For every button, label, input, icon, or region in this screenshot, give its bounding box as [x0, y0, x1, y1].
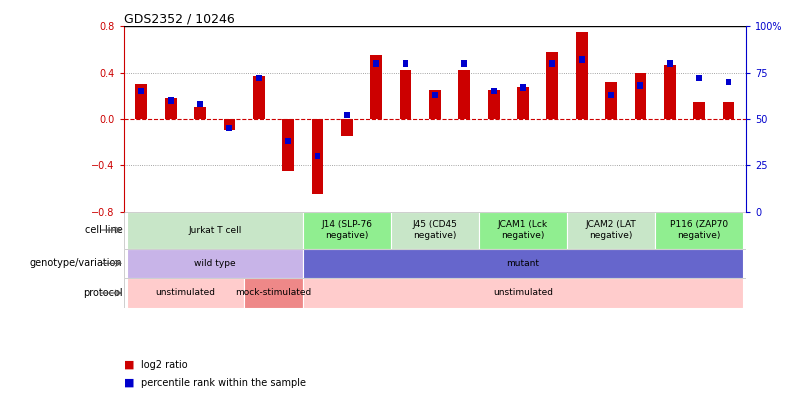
- Text: J45 (CD45
negative): J45 (CD45 negative): [413, 220, 457, 240]
- Bar: [302, 249, 743, 278]
- Bar: [282, 119, 294, 171]
- Bar: [285, 138, 291, 144]
- Bar: [244, 278, 302, 308]
- Bar: [302, 211, 391, 249]
- Bar: [549, 60, 555, 66]
- Bar: [479, 211, 567, 249]
- Bar: [223, 119, 235, 130]
- Bar: [403, 60, 409, 66]
- Bar: [344, 112, 350, 118]
- Text: unstimulated: unstimulated: [493, 288, 553, 298]
- Bar: [127, 278, 244, 308]
- Bar: [253, 76, 265, 119]
- Bar: [608, 92, 614, 98]
- Text: P116 (ZAP70
negative): P116 (ZAP70 negative): [670, 220, 729, 240]
- Bar: [664, 64, 676, 119]
- Text: mock-stimulated: mock-stimulated: [235, 288, 311, 298]
- Bar: [491, 88, 496, 94]
- Text: protocol: protocol: [83, 288, 122, 298]
- Bar: [302, 278, 743, 308]
- Bar: [579, 56, 585, 63]
- Bar: [227, 125, 232, 131]
- Bar: [634, 72, 646, 119]
- Bar: [693, 102, 705, 119]
- Text: JCAM2 (LAT
negative): JCAM2 (LAT negative): [586, 220, 637, 240]
- Bar: [127, 249, 302, 278]
- Bar: [197, 101, 203, 107]
- Bar: [605, 82, 617, 119]
- Text: ■: ■: [124, 378, 134, 388]
- Text: JCAM1 (Lck
negative): JCAM1 (Lck negative): [498, 220, 548, 240]
- Text: wild type: wild type: [194, 259, 235, 268]
- Bar: [127, 211, 302, 249]
- Text: Jurkat T cell: Jurkat T cell: [188, 226, 241, 234]
- Bar: [400, 70, 412, 119]
- Bar: [520, 84, 526, 91]
- Bar: [256, 75, 262, 81]
- Bar: [341, 119, 353, 136]
- Bar: [576, 32, 587, 119]
- Bar: [314, 153, 321, 159]
- Bar: [136, 84, 147, 119]
- Text: GDS2352 / 10246: GDS2352 / 10246: [124, 12, 235, 25]
- Bar: [311, 119, 323, 194]
- Text: cell line: cell line: [85, 225, 122, 235]
- Bar: [373, 60, 379, 66]
- Bar: [168, 97, 174, 104]
- Text: J14 (SLP-76
negative): J14 (SLP-76 negative): [322, 220, 373, 240]
- Text: genotype/variation: genotype/variation: [30, 258, 122, 269]
- Text: ■: ■: [124, 360, 134, 369]
- Bar: [370, 55, 382, 119]
- Text: mutant: mutant: [507, 259, 539, 268]
- Text: unstimulated: unstimulated: [156, 288, 215, 298]
- Bar: [723, 102, 734, 119]
- Bar: [547, 52, 559, 119]
- Bar: [391, 211, 479, 249]
- Bar: [429, 90, 440, 119]
- Bar: [432, 92, 438, 98]
- Bar: [488, 90, 500, 119]
- Bar: [696, 75, 702, 81]
- Bar: [567, 211, 655, 249]
- Bar: [165, 98, 176, 119]
- Bar: [517, 87, 529, 119]
- Text: percentile rank within the sample: percentile rank within the sample: [141, 378, 306, 388]
- Bar: [725, 79, 732, 85]
- Bar: [638, 82, 643, 89]
- Bar: [461, 60, 467, 66]
- Bar: [667, 60, 673, 66]
- Bar: [194, 107, 206, 119]
- Bar: [138, 88, 144, 94]
- Bar: [458, 70, 470, 119]
- Bar: [655, 211, 743, 249]
- Text: log2 ratio: log2 ratio: [141, 360, 188, 369]
